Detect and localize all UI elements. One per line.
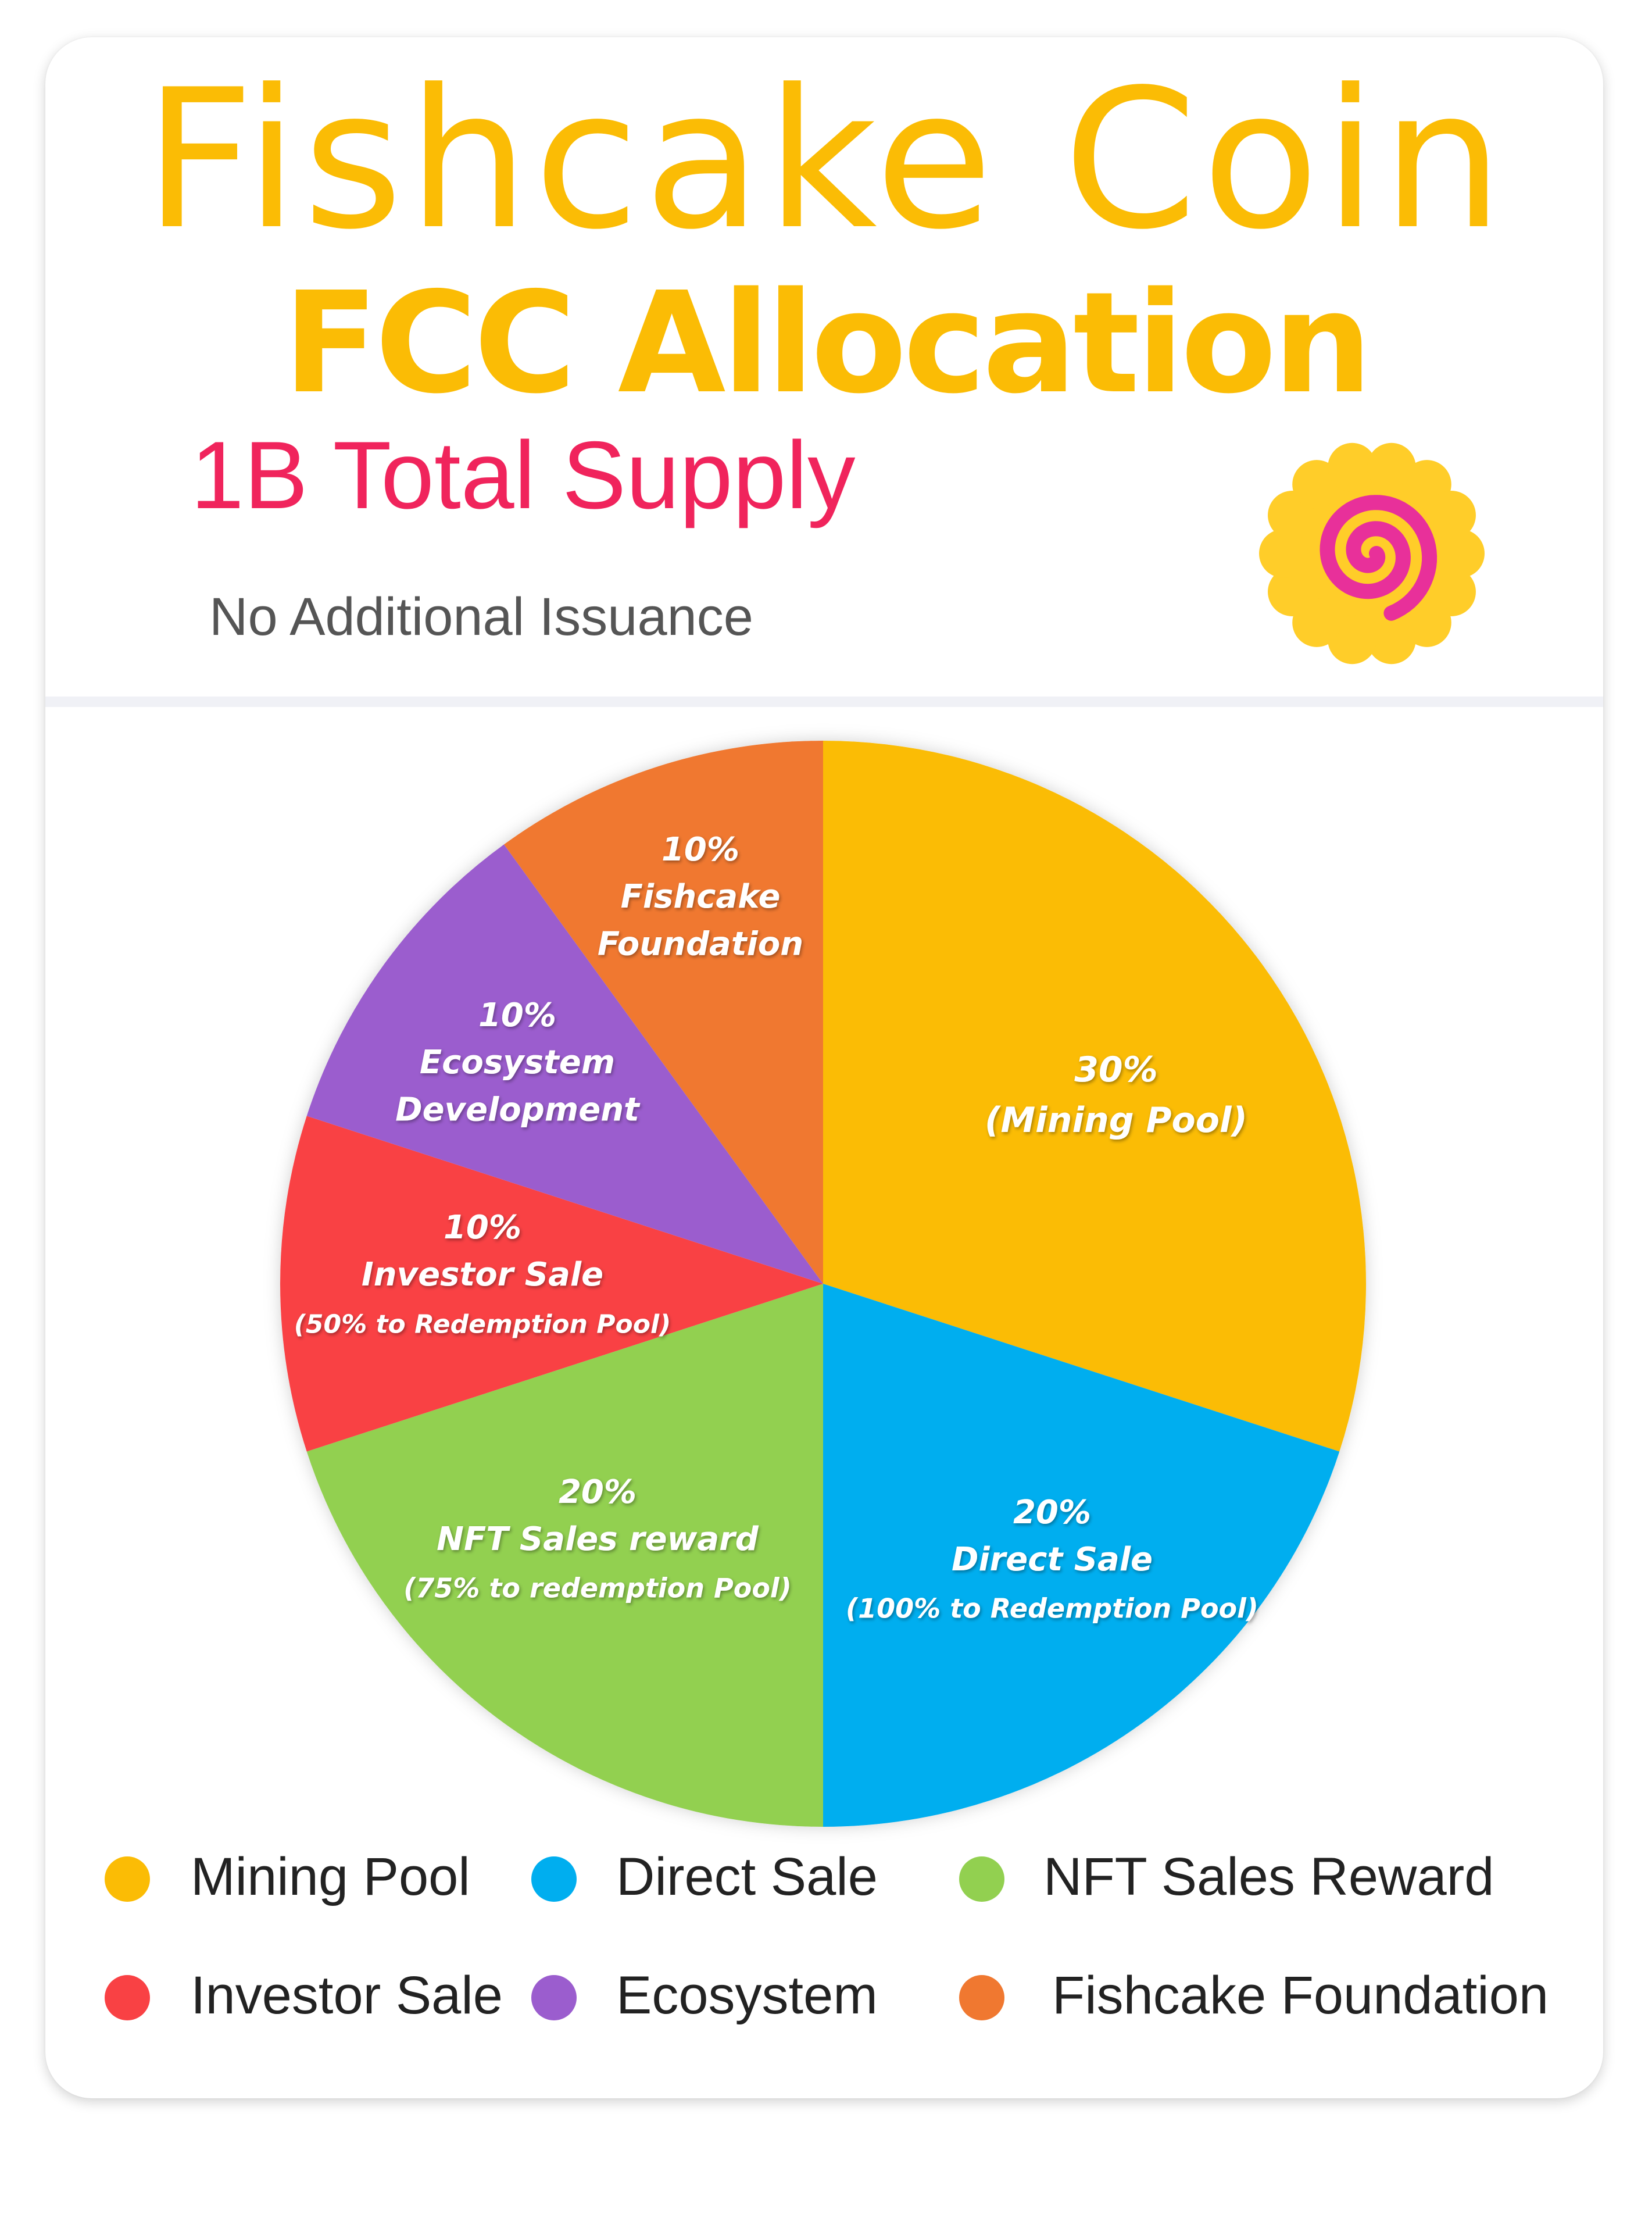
spiral-icon <box>1320 495 1438 621</box>
slice-label-line: (100% to Redemption Pool) <box>846 1592 1258 1624</box>
slice-label-line: Ecosystem <box>420 1044 615 1081</box>
slice-label-line: (75% to redemption Pool) <box>403 1572 791 1604</box>
slice-label-line: (Mining Pool) <box>985 1100 1247 1141</box>
pie-slice-nft-sales-reward <box>306 1284 823 1827</box>
legend-label-nft-sales-reward: NFT Sales Reward <box>1043 1847 1494 1906</box>
slice-label-mining-pool: 30% (Mining Pool) <box>985 1049 1247 1141</box>
legend-dot-nft-sales-reward <box>959 1856 1004 1902</box>
slice-label-line: Development <box>395 1091 641 1129</box>
legend-dot-mining-pool <box>105 1856 150 1902</box>
header-divider <box>45 697 1603 707</box>
pie-slice-ecosystem <box>306 844 823 1284</box>
legend-dot-ecosystem <box>531 1975 577 2020</box>
legend-label-mining-pool: Mining Pool <box>191 1847 470 1906</box>
slice-label-line: 10% <box>444 1209 521 1247</box>
slice-label-investor-sale: 10% Investor Sale (50% to Redemption Pool) <box>294 1209 671 1339</box>
slice-label-direct-sale: 20% Direct Sale (100% to Redemption Pool) <box>846 1494 1258 1624</box>
legend-label-investor-sale: Investor Sale <box>191 1966 503 2025</box>
slice-label-line: 10% <box>661 831 739 869</box>
slice-label-nft-sales-reward: 20% NFT Sales reward (75% to redemption Po… <box>403 1473 791 1604</box>
fishcake-spiral-icon <box>1259 442 1485 665</box>
slice-label-line: 20% <box>1013 1494 1091 1531</box>
slice-label-line: Direct Sale <box>952 1541 1153 1579</box>
slice-label-line: 30% <box>1074 1049 1158 1090</box>
legend-label-ecosystem: Ecosystem <box>616 1966 878 2025</box>
pie-slice-mining-pool <box>823 741 1367 1452</box>
legend-dot-fishcake-foundation <box>959 1975 1004 2020</box>
slice-label-line: Fishcake <box>621 878 781 916</box>
legend-dot-investor-sale <box>105 1975 150 2020</box>
legend-label-direct-sale: Direct Sale <box>616 1847 878 1906</box>
legend-label-fishcake-foundation: Fishcake Foundation <box>1052 1966 1549 2025</box>
slice-label-line: 20% <box>559 1473 637 1511</box>
slice-label-line: Investor Sale <box>362 1256 603 1294</box>
page-subtitle: FCC Allocation <box>283 262 1372 424</box>
slice-label-line: (50% to Redemption Pool) <box>294 1309 671 1339</box>
slice-label-fishcake-foundation: 10% Fishcake Foundation <box>598 831 803 963</box>
allocation-pie-chart: 30% (Mining Pool) 20% Direct Sale (100% to R… <box>280 741 1367 1827</box>
pie-slice-direct-sale <box>823 1284 1340 1827</box>
slice-label-line: NFT Sales reward <box>437 1520 759 1558</box>
pie-slice-investor-sale <box>280 1116 823 1452</box>
issuance-note: No Additional Issuance <box>209 587 753 647</box>
total-supply-text: 1B Total Supply <box>191 422 856 528</box>
page-title: Fishcake Coin <box>144 48 1508 272</box>
pie-slice-fishcake-foundation <box>504 741 823 1284</box>
slice-label-ecosystem: 10% Ecosystem Development <box>395 997 641 1129</box>
slice-label-line: 10% <box>478 997 556 1034</box>
legend-dot-direct-sale <box>531 1856 577 1902</box>
slice-label-line: Foundation <box>598 925 803 963</box>
